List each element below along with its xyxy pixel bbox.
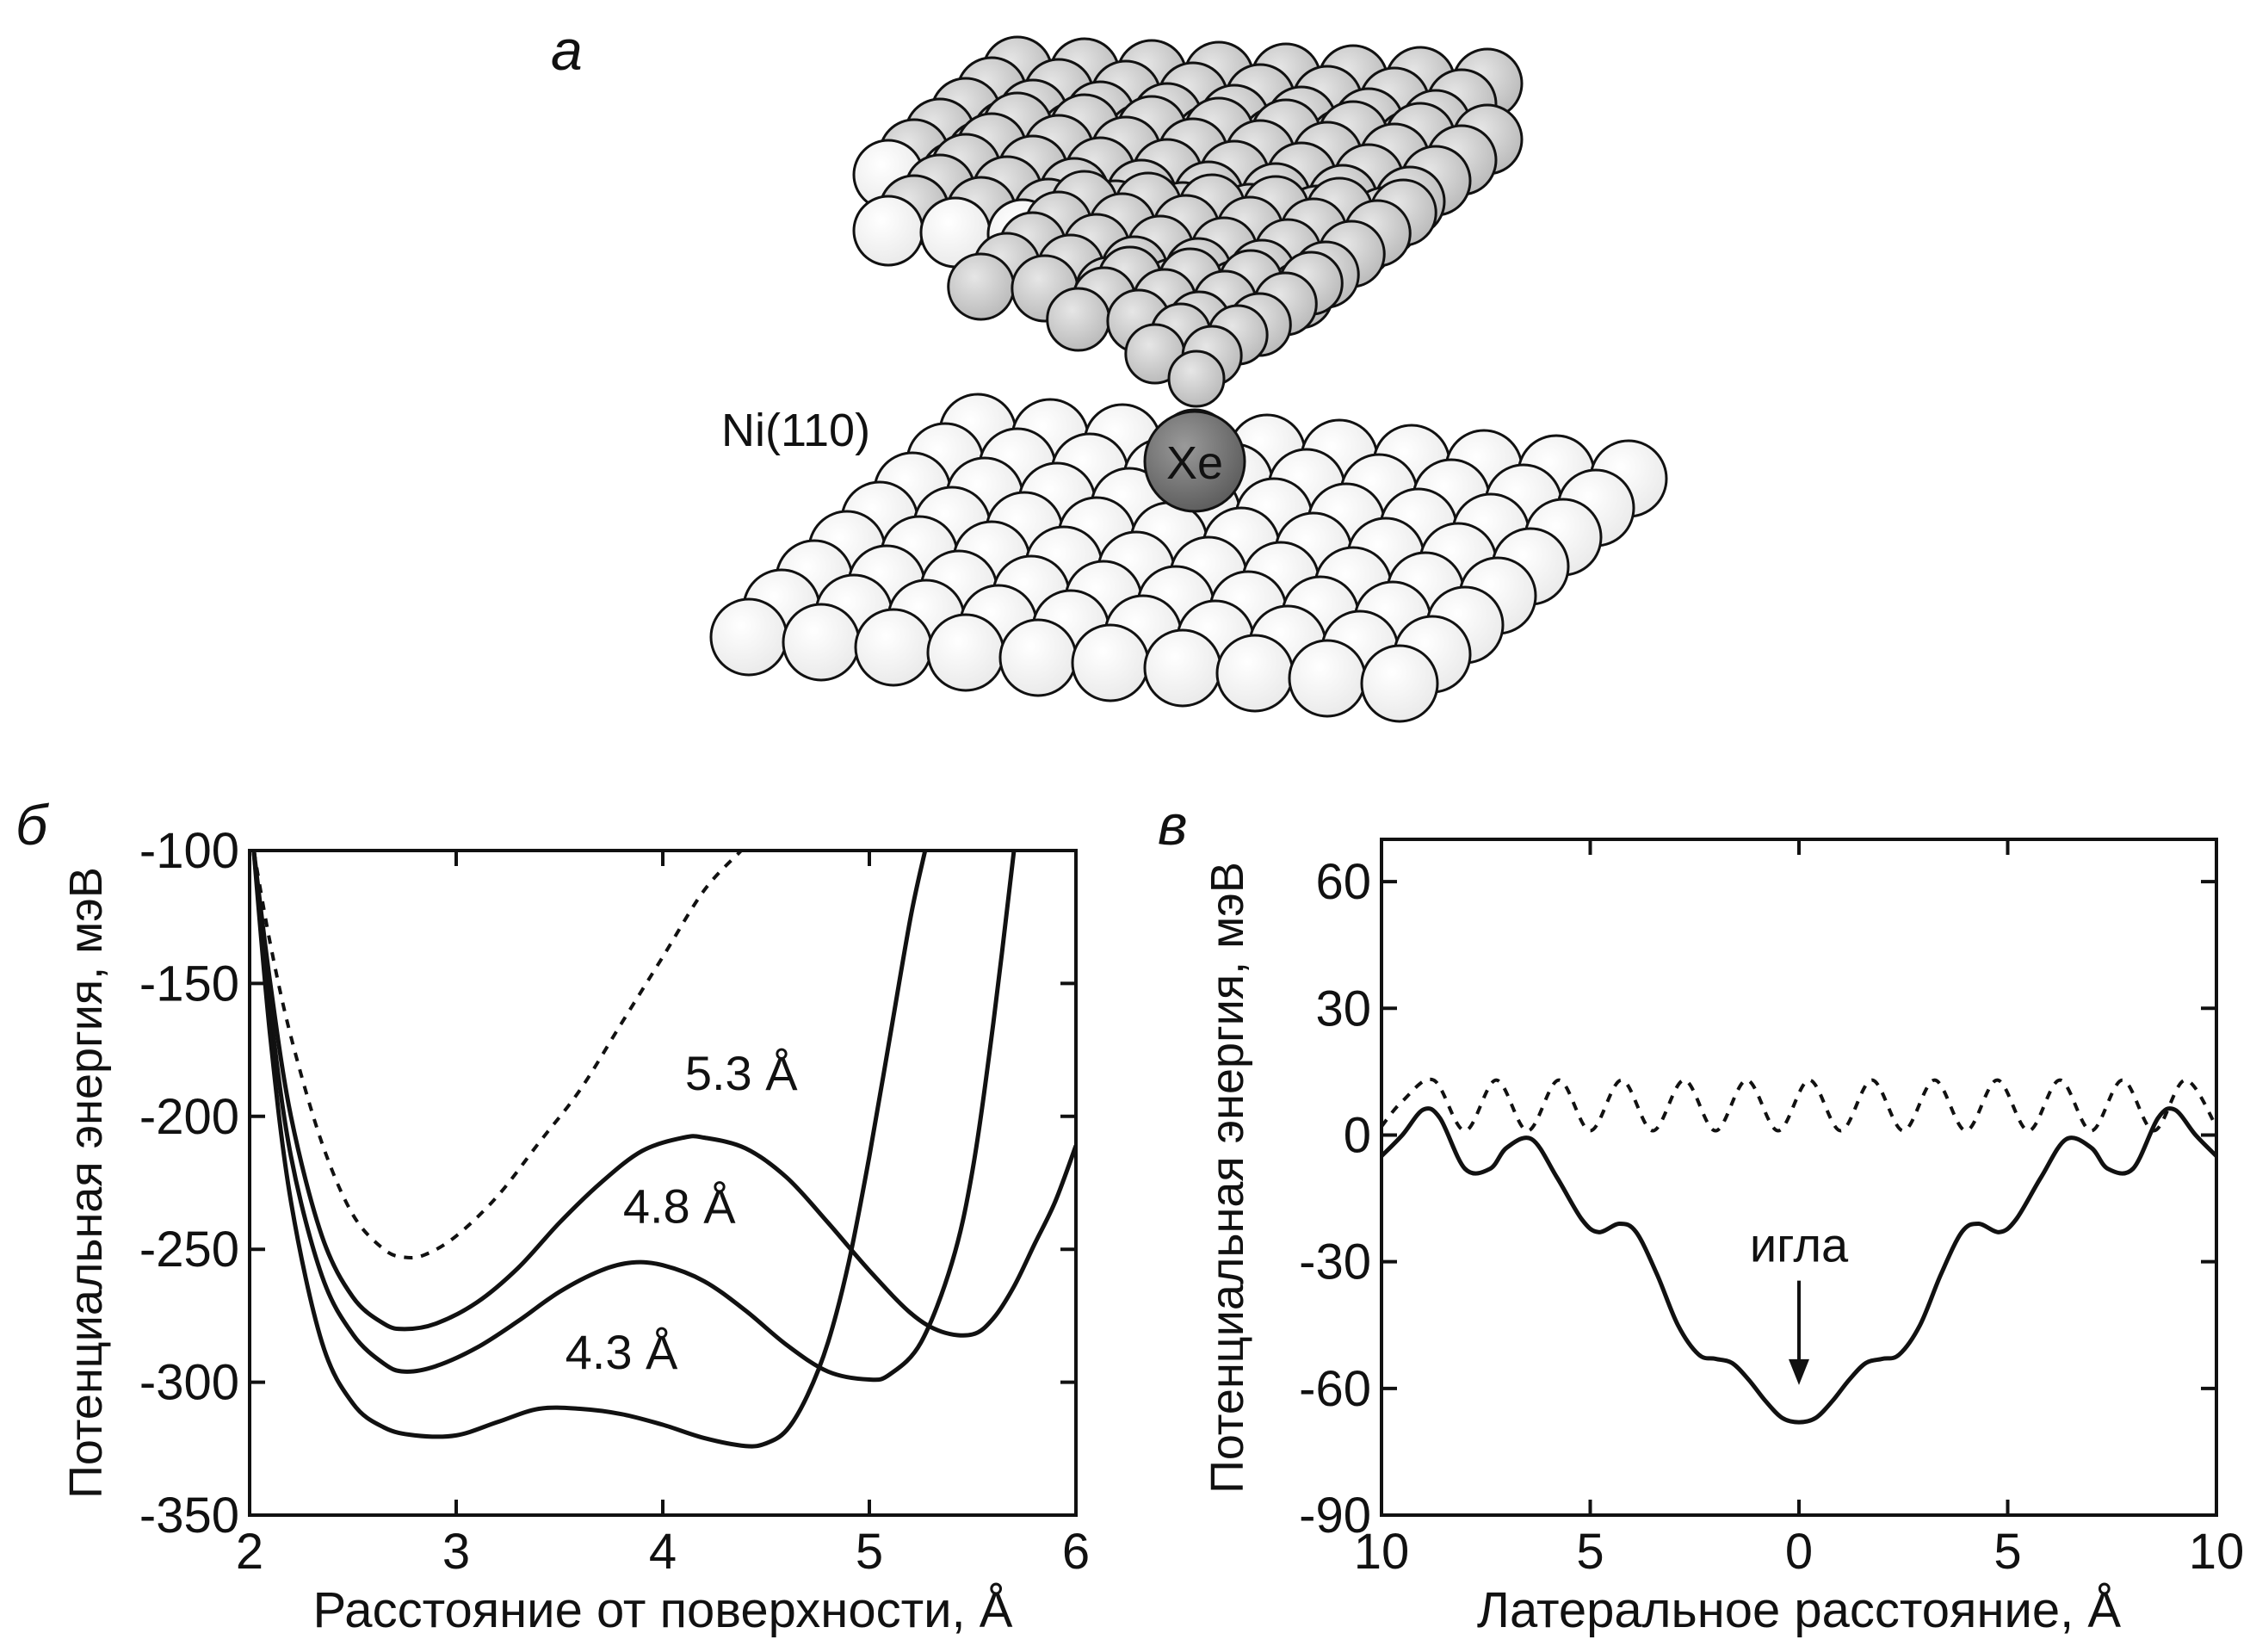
chart-c-xlabel: Латеральное расстояние, Å [1477,1582,2121,1638]
ni-atom [926,613,1005,692]
y-tick-label: -150 [139,956,239,1012]
chart-c-frame [1380,838,2218,1517]
x-tick-label: 4 [649,1524,677,1580]
x-tick-label: 5 [856,1524,883,1580]
x-tick-label: 6 [1062,1524,1090,1580]
x-tick-label: 10 [2189,1524,2245,1580]
chart-c-ylabel: Потенциальная энергия, мэВ [1202,862,1253,1494]
chart-b-ticks: 2 3 4 5 6 -350 -300 -250 -200 -150 -100 [139,823,1090,1580]
x-tick-label: 5 [1993,1524,2021,1580]
chart-b-annotations: 5.3 Å 4.8 Å 4.3 Å [566,1046,799,1379]
chart-b-ylabel: Потенциальная энергия, мэВ [60,867,112,1499]
chart-c-annotations: игла [1750,1218,1849,1385]
tip-atom [947,252,1016,321]
tip-atom [852,195,924,267]
tip-atom [1167,350,1226,408]
ni-atom [1360,644,1439,723]
panel-letter-c: в [1158,793,1188,857]
ni-surface-atoms [709,393,1668,723]
ni-atom [1143,628,1222,708]
annotation-arrow-head [1789,1358,1809,1385]
annotation-label: 4.3 Å [566,1325,678,1379]
y-tick-label: -100 [139,823,239,879]
y-tick-label: -90 [1299,1488,1371,1544]
series-line-0 [1382,1077,2216,1133]
x-tick-label: 5 [1576,1524,1604,1580]
x-tick-label: 3 [442,1524,470,1580]
ni-atom [1071,623,1150,702]
series-line-1 [1382,1106,2216,1425]
ni-atom [998,618,1078,697]
chart-c-series [1382,1077,2216,1425]
y-tick-label: 30 [1315,981,1371,1036]
y-tick-label: -200 [139,1089,239,1145]
xenon-atom: Xe [1143,410,1246,513]
stm-tip-illustration: Xe Ni(110) [709,35,1668,723]
xenon-atom-label: Xe [1166,437,1223,489]
ni-atom [782,603,861,682]
series-line-3 [251,851,928,1449]
ni-atom [854,608,933,687]
annotation-label: 5.3 Å [685,1046,798,1100]
panel-letter-b: б [15,793,48,857]
y-tick-label: -30 [1299,1234,1371,1290]
x-tick-label: 10 [1354,1524,1410,1580]
y-tick-label: -350 [139,1488,239,1544]
x-tick-label: 0 [1785,1524,1813,1580]
tip-atom [1046,287,1111,352]
series-line-1 [251,851,1076,1338]
y-tick-label: -60 [1299,1361,1371,1417]
series-line-2 [251,851,1017,1383]
chart-b-xlabel: Расстояние от поверхности, Å [313,1582,1013,1638]
y-tick-label: 0 [1344,1107,1371,1163]
ni-atom [1215,634,1295,713]
annotation-label: 4.8 Å [623,1179,736,1233]
chart-b-series [251,851,1076,1449]
series-line-0 [251,851,743,1260]
panel-letter-a: а [551,18,583,82]
ni-atom [1288,639,1367,718]
chart-b: 2 3 4 5 6 -350 -300 -250 -200 -150 -100 5.3 Å 4.8 Å… [60,823,1090,1638]
ni-atom [709,597,788,677]
surface-label: Ni(110) [721,405,870,456]
y-tick-label: 60 [1315,854,1371,910]
annotation-label: игла [1750,1218,1849,1272]
y-tick-label: -250 [139,1222,239,1278]
x-tick-label: 2 [236,1524,263,1580]
stm-tip-atoms [852,35,1524,408]
y-tick-label: -300 [139,1355,239,1411]
